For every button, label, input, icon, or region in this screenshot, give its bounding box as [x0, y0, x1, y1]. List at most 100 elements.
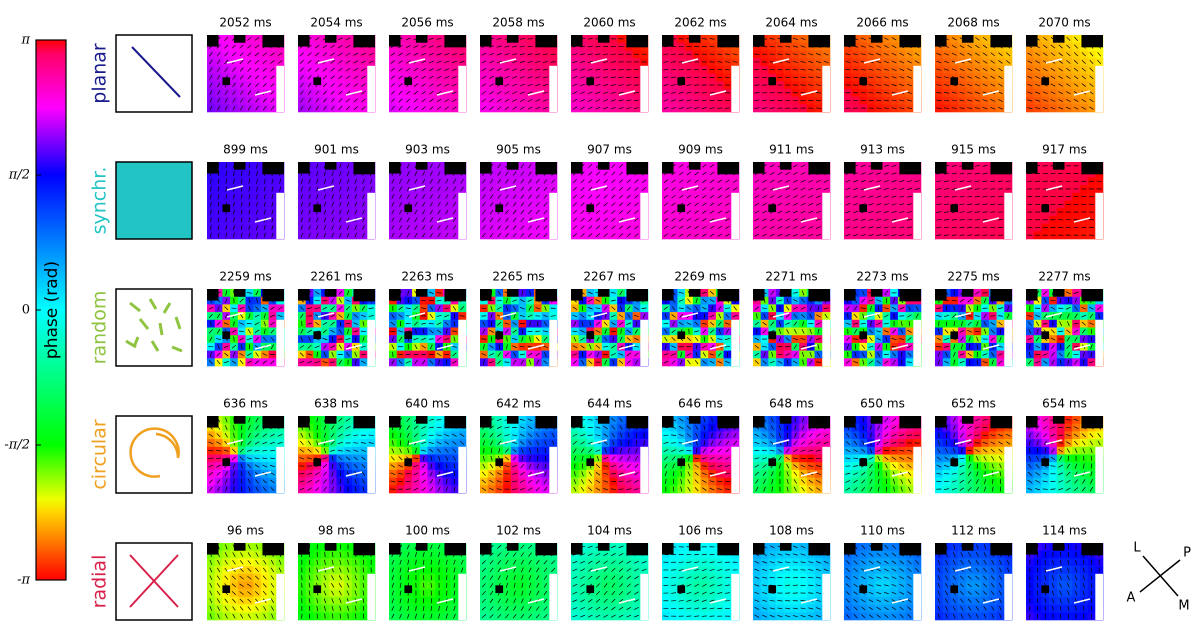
electrode-mask — [1041, 204, 1049, 212]
phase-map — [480, 162, 557, 239]
electrode-mask — [207, 289, 219, 301]
electrode-mask — [689, 35, 701, 43]
electrode-mask — [662, 35, 674, 47]
time-label: 2058 ms — [492, 16, 544, 30]
phase-map — [207, 35, 284, 112]
electrode-mask — [990, 162, 1012, 174]
electrode-mask — [1095, 193, 1103, 239]
electrode-mask — [262, 289, 284, 301]
electrode-mask — [549, 193, 557, 239]
phase-map — [662, 35, 739, 112]
electrode-mask — [871, 162, 883, 170]
time-label: 911 ms — [769, 143, 814, 157]
time-label: 907 ms — [587, 143, 632, 157]
electrode-mask — [1026, 162, 1038, 174]
electrode-mask — [222, 77, 230, 85]
time-label: 913 ms — [860, 143, 905, 157]
electrode-mask — [458, 320, 466, 366]
icon-dash — [160, 323, 162, 335]
electrode-mask — [780, 35, 792, 43]
row-label: planar — [89, 43, 111, 104]
time-label: 915 ms — [951, 143, 996, 157]
electrode-mask — [234, 289, 246, 297]
row-icon — [116, 35, 192, 112]
electrode-mask — [416, 162, 428, 170]
phase-map — [571, 162, 648, 239]
electrode-mask — [768, 204, 776, 212]
phase-map — [753, 35, 830, 112]
electrode-mask — [598, 162, 610, 170]
icon-frame — [116, 35, 192, 112]
phase-map — [1026, 35, 1103, 112]
time-label: 2066 ms — [856, 16, 908, 30]
electrode-mask — [586, 77, 594, 85]
electrode-mask — [262, 162, 284, 174]
electrode-mask — [913, 193, 921, 239]
electrode-mask — [458, 66, 466, 112]
electrode-mask — [598, 35, 610, 43]
electrode-mask — [1041, 77, 1049, 85]
electrode-mask — [586, 204, 594, 212]
phase-map — [571, 35, 648, 112]
phase-map — [298, 162, 375, 239]
electrode-mask — [1053, 162, 1065, 170]
time-label: 2263 ms — [401, 270, 453, 284]
time-label: 909 ms — [678, 143, 723, 157]
electrode-mask — [1004, 66, 1012, 112]
electrode-mask — [626, 162, 648, 174]
electrode-mask — [753, 162, 765, 174]
time-label: 899 ms — [223, 143, 268, 157]
electrode-mask — [640, 66, 648, 112]
phase-map — [480, 289, 557, 366]
electrode-mask — [549, 66, 557, 112]
electrode-mask — [935, 162, 947, 174]
electrode-mask — [404, 204, 412, 212]
electrode-mask — [871, 35, 883, 43]
electrode-mask — [353, 35, 375, 47]
electrode-mask — [731, 66, 739, 112]
electrode-mask — [234, 35, 246, 43]
row-icon — [116, 162, 192, 239]
electrode-mask — [298, 35, 310, 47]
electrode-mask — [298, 289, 310, 301]
electrode-mask — [367, 320, 375, 366]
electrode-mask — [822, 66, 830, 112]
colorbar-tick-label: -π — [17, 573, 30, 588]
electrode-mask — [276, 66, 284, 112]
electrode-mask — [495, 204, 503, 212]
electrode-mask — [367, 66, 375, 112]
electrode-mask — [535, 35, 557, 47]
phase-map — [207, 162, 284, 239]
electrode-mask — [480, 35, 492, 47]
electrode-mask — [458, 193, 466, 239]
electrode-mask — [535, 162, 557, 174]
electrode-mask — [935, 35, 947, 47]
electrode-mask — [298, 162, 310, 174]
phase-map — [935, 162, 1012, 239]
colorbar-tick-label: π — [20, 33, 30, 48]
electrode-mask — [990, 35, 1012, 47]
phase-map — [389, 162, 466, 239]
electrode-mask — [677, 204, 685, 212]
phase-map — [662, 162, 739, 239]
electrode-mask — [389, 162, 401, 174]
row-label: random — [89, 291, 111, 365]
electrode-mask — [222, 204, 230, 212]
electrode-mask — [313, 331, 321, 339]
electrode-mask — [207, 35, 219, 47]
electrode-mask — [662, 162, 674, 174]
electrode-mask — [768, 77, 776, 85]
electrode-mask — [844, 35, 856, 47]
electrode-mask — [325, 162, 337, 170]
electrode-mask — [276, 320, 284, 366]
electrode-mask — [313, 77, 321, 85]
electrode-mask — [404, 331, 412, 339]
electrode-mask — [1004, 193, 1012, 239]
time-label: 901 ms — [314, 143, 359, 157]
phase-map — [480, 35, 557, 112]
time-label: 2062 ms — [674, 16, 726, 30]
phase-map — [935, 35, 1012, 112]
electrode-mask — [1095, 66, 1103, 112]
electrode-mask — [859, 77, 867, 85]
phase-map — [207, 289, 284, 366]
